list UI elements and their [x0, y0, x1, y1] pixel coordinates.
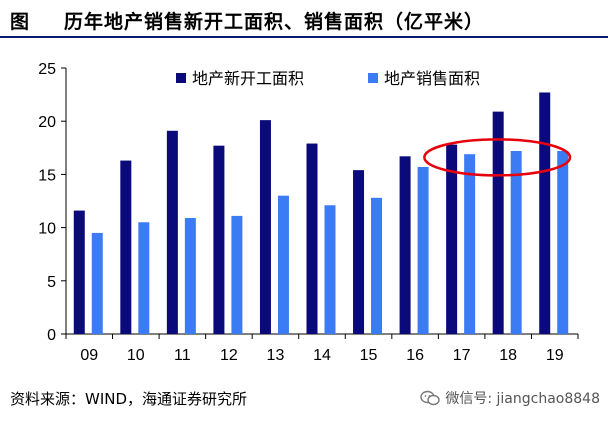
figure-title: 历年地产销售新开工面积、销售面积（亿平米）	[64, 11, 485, 33]
bar-new-construction-15	[353, 170, 365, 334]
bar-sales-10	[138, 222, 150, 334]
legend-swatch	[176, 73, 186, 83]
y-tick-label: 25	[38, 61, 56, 78]
bar-new-construction-18	[492, 111, 504, 335]
bar-new-construction-11	[166, 130, 178, 334]
x-tick-label: 11	[174, 347, 191, 364]
x-tick-label: 19	[546, 347, 564, 364]
x-tick-label: 14	[313, 347, 331, 364]
bar-sales-11	[184, 218, 196, 334]
x-tick-label: 16	[406, 347, 424, 364]
bar-new-construction-10	[120, 160, 132, 334]
bar-sales-16	[417, 166, 429, 334]
x-tick-label: 13	[267, 347, 285, 364]
source-note: 资料来源：WIND，海通证券研究所	[10, 390, 248, 408]
x-tick-label: 18	[499, 347, 517, 364]
y-tick-label: 5	[47, 274, 56, 291]
x-tick-label: 09	[80, 347, 98, 364]
legend-label: 地产销售面积	[384, 69, 480, 88]
bar-new-construction-19	[539, 92, 551, 334]
y-tick-label: 0	[47, 327, 56, 344]
bar-chart: 0 5 10 15 20 25 09 10 11 12 13 14 15 16 17 18 19 地产新开工面积 地…	[38, 61, 579, 364]
bar-sales-17	[464, 154, 476, 334]
bar-new-construction-13	[259, 120, 271, 334]
legend-swatch	[368, 73, 378, 83]
x-tick-label: 17	[453, 347, 471, 364]
x-tick-label: 10	[127, 347, 145, 364]
bar-sales-13	[277, 195, 289, 334]
x-tick-label: 15	[360, 347, 378, 364]
y-tick-label: 20	[38, 114, 56, 131]
bar-sales-14	[324, 205, 336, 334]
bar-sales-15	[371, 197, 383, 334]
highlight-ellipse	[423, 138, 572, 177]
y-tick-label: 10	[38, 221, 56, 238]
bar-sales-12	[231, 215, 243, 334]
bar-sales-19	[557, 150, 569, 334]
bar-new-construction-17	[446, 144, 458, 334]
bar-sales-18	[510, 150, 522, 334]
bar-new-construction-12	[213, 145, 225, 334]
x-tick-label: 12	[220, 347, 238, 364]
watermark-text: 微信号: jiangchao8848	[445, 391, 600, 407]
watermark: 微信号: jiangchao8848	[420, 388, 600, 408]
bar-new-construction-09	[73, 210, 85, 334]
figure-label: 图	[10, 11, 30, 33]
bar-sales-09	[91, 232, 103, 334]
wechat-icon	[420, 390, 441, 406]
bar-new-construction-16	[399, 156, 411, 334]
legend-label: 地产新开工面积	[192, 69, 304, 88]
figure-header: 图 历年地产销售新开工面积、销售面积（亿平米）	[0, 0, 608, 38]
y-tick-label: 15	[38, 167, 56, 184]
bar-new-construction-14	[306, 143, 318, 334]
